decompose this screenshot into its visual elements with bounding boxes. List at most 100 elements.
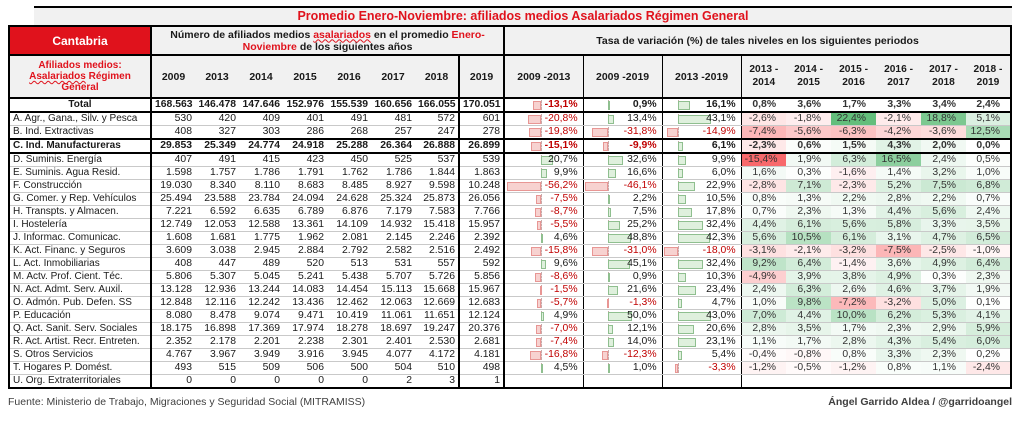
heatmap-cell: -1,2% [831,361,877,375]
heatmap-cell: 5,9% [966,322,1011,336]
heatmap-cell: 3,6% [876,257,922,271]
bar-axis [677,246,679,256]
value-cell: 500 [327,361,371,375]
value-cell: 268 [327,125,371,140]
variation-cell: 16,6% [583,166,663,180]
value-cell: 2.401 [371,335,415,349]
heatmap-cell: 10,0% [831,309,877,323]
heatmap-cell: 3,2% [921,166,966,180]
data-bar [677,337,696,347]
group1-highlight: Enero-Noviembre [242,28,485,53]
value-cell: 5.856 [457,270,506,284]
variation-value: 4,7% [711,297,736,308]
data-bar [585,181,608,191]
variation-cell: -5,7% [504,296,584,310]
yoy-header-2018-2019: 2018 -2019 [966,55,1011,99]
heatmap-cell: 3,7% [921,283,966,297]
heatmap-cell: 1,5% [831,138,877,154]
value-cell: 423 [283,153,327,167]
variation-cell: -15,1% [504,138,584,154]
data-bar [536,324,541,334]
variation-value: -13,1% [544,99,578,110]
variation-cell: 32,4% [662,218,742,232]
variation-value: 32,4% [706,219,736,230]
table-row: M. Actv. Prof. Cient. Téc. 5.806 5.307 5.04… [9,270,1011,284]
value-cell: 1.962 [283,231,327,245]
heatmap-cell: 7,0% [741,309,787,323]
value-cell: 2.352 [151,335,195,349]
value-cell: 247 [415,125,459,140]
variation-value: -5,7% [550,297,578,308]
value-cell: 3.967 [195,348,239,362]
group1-text-1: Número de afiliados medios [170,28,314,41]
value-cell: 1.598 [151,166,195,180]
value-cell: 16.898 [195,322,239,336]
value-cell: 1.844 [415,166,459,180]
variation-value: 1,0% [632,362,657,373]
variation-value: -7,0% [550,323,578,334]
yoy-header-2017-2018: 2017 -2018 [921,55,966,99]
table-row: K. Act. Financ. y Seguros 3.609 3.038 2.945… [9,244,1011,258]
data-bar [592,246,608,256]
table-row: J. Informac. Comunicac. 1.608 1.681 1.775 1.… [9,231,1011,245]
yoy-header-2013-2014: 2013 -2014 [741,55,787,99]
variation-value: 22,9% [706,180,736,191]
author-credit: Ángel Garrido Aldea / @garridoangel [828,396,1012,408]
heatmap-cell: 1,0% [741,296,787,310]
heatmap-cell: -4,9% [741,270,787,284]
value-cell: 286 [283,125,327,140]
value-cell: 7.583 [415,205,459,219]
heatmap-cell: 5,3% [921,309,966,323]
data-bar [607,168,616,178]
variation-value: 4,6% [553,232,578,243]
data-bar [601,350,608,360]
row-label: C. Ind. Manufactureras [9,138,152,154]
variation-value: 45,1% [627,258,657,269]
variation-cell: 48,8% [583,231,663,245]
data-bar [539,285,542,295]
value-cell: 2.582 [371,244,415,258]
variation-cell: -14,9% [662,125,742,140]
heatmap-cell: 2,3% [966,270,1011,284]
value-cell: 6.592 [195,205,239,219]
value-cell: 2.238 [283,335,327,349]
table-row: G. Comer. y Rep. Vehículos 25.494 23.588 23… [9,192,1011,206]
heatmap-cell: 9,2% [741,257,787,271]
value-cell: 26.899 [457,138,506,154]
data-bar [677,298,682,308]
row-label: Q. Act. Sanit. Serv. Sociales [9,322,152,336]
value-cell: 8.683 [283,179,327,193]
heatmap-cell: 2,8% [876,192,922,206]
heatmap-cell: 6,1% [786,218,832,232]
variation-cell: 22,9% [662,179,742,193]
variation-cell: -7,5% [504,192,584,206]
value-cell: 18.278 [327,322,371,336]
row-label: I. Hostelería [9,218,152,232]
value-cell: 601 [457,112,506,126]
heatmap-cell: -15,4% [741,153,787,167]
variation-cell: 0,9% [583,97,663,113]
table-row: L. Act. Inmobiliarias 408 447 489 520 513 531 5… [9,257,1011,271]
data-bar [536,194,541,204]
heatmap-cell [786,374,832,389]
value-cell: 24.094 [283,192,327,206]
header-columns-row: Afiliados medios: Asalariados Régimen Ge… [8,54,1011,99]
heatmap-cell: -2,6% [741,112,787,126]
value-cell: 8.478 [195,309,239,323]
variation-value: 42,3% [706,232,736,243]
value-cell: 557 [415,257,459,271]
value-cell: 3.949 [239,348,283,362]
value-cell: 13.361 [283,218,327,232]
heatmap-cell: -0,8% [786,348,832,362]
period-header-2013-2019: 2013 -2019 [661,55,742,99]
table-row: R. Act. Artist. Recr. Entreten. 2.352 2.17… [9,335,1011,349]
period-header-2009-2019: 2009 -2019 [582,55,663,99]
value-cell: 0 [283,374,327,389]
heatmap-cell: -1,2% [741,361,787,375]
value-cell: 160.656 [371,97,415,113]
heatmap-cell: 6,4% [966,257,1011,271]
variation-cell: -15,8% [504,244,584,258]
bar-axis [540,141,542,151]
value-cell: 4.172 [415,348,459,362]
bar-axis [677,127,679,137]
